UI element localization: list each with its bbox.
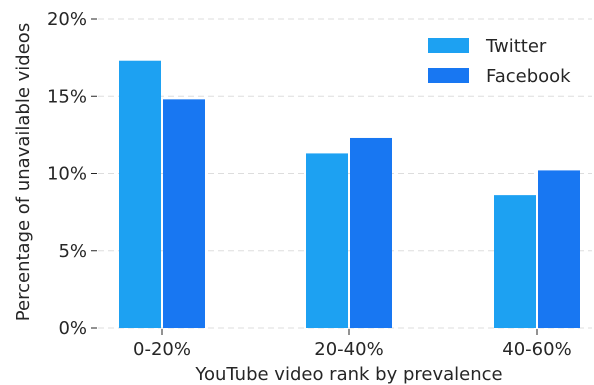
x-axis: 0-20% 20-40% 40-60% (133, 329, 572, 360)
legend-label-facebook: Facebook (486, 66, 571, 87)
x-tick-label: 40-60% (502, 339, 571, 360)
y-tick-label: 15% (47, 86, 87, 107)
x-axis-title: YouTube video rank by prevalence (194, 364, 502, 385)
y-axis: 0% 5% 10% 15% 20% (47, 9, 97, 339)
y-tick-label: 10% (47, 164, 87, 185)
bar-twitter-0 (119, 60, 161, 329)
bar-twitter-1 (306, 153, 348, 328)
legend-swatch-facebook (428, 68, 469, 83)
legend-label-twitter: Twitter (485, 36, 547, 57)
bars (119, 60, 580, 329)
legend-swatch-twitter (428, 38, 469, 53)
bar-facebook-1 (350, 137, 392, 328)
y-axis-title: Percentage of unavailable videos (13, 23, 34, 321)
bar-twitter-2 (494, 195, 536, 328)
bar-facebook-0 (163, 99, 205, 328)
legend: Twitter Facebook (428, 36, 571, 87)
y-tick-label: 5% (58, 241, 87, 262)
bar-facebook-2 (538, 170, 580, 328)
x-tick-label: 20-40% (314, 339, 383, 360)
y-tick-label: 20% (47, 9, 87, 30)
y-tick-label: 0% (58, 318, 87, 339)
x-tick-label: 0-20% (133, 339, 191, 360)
